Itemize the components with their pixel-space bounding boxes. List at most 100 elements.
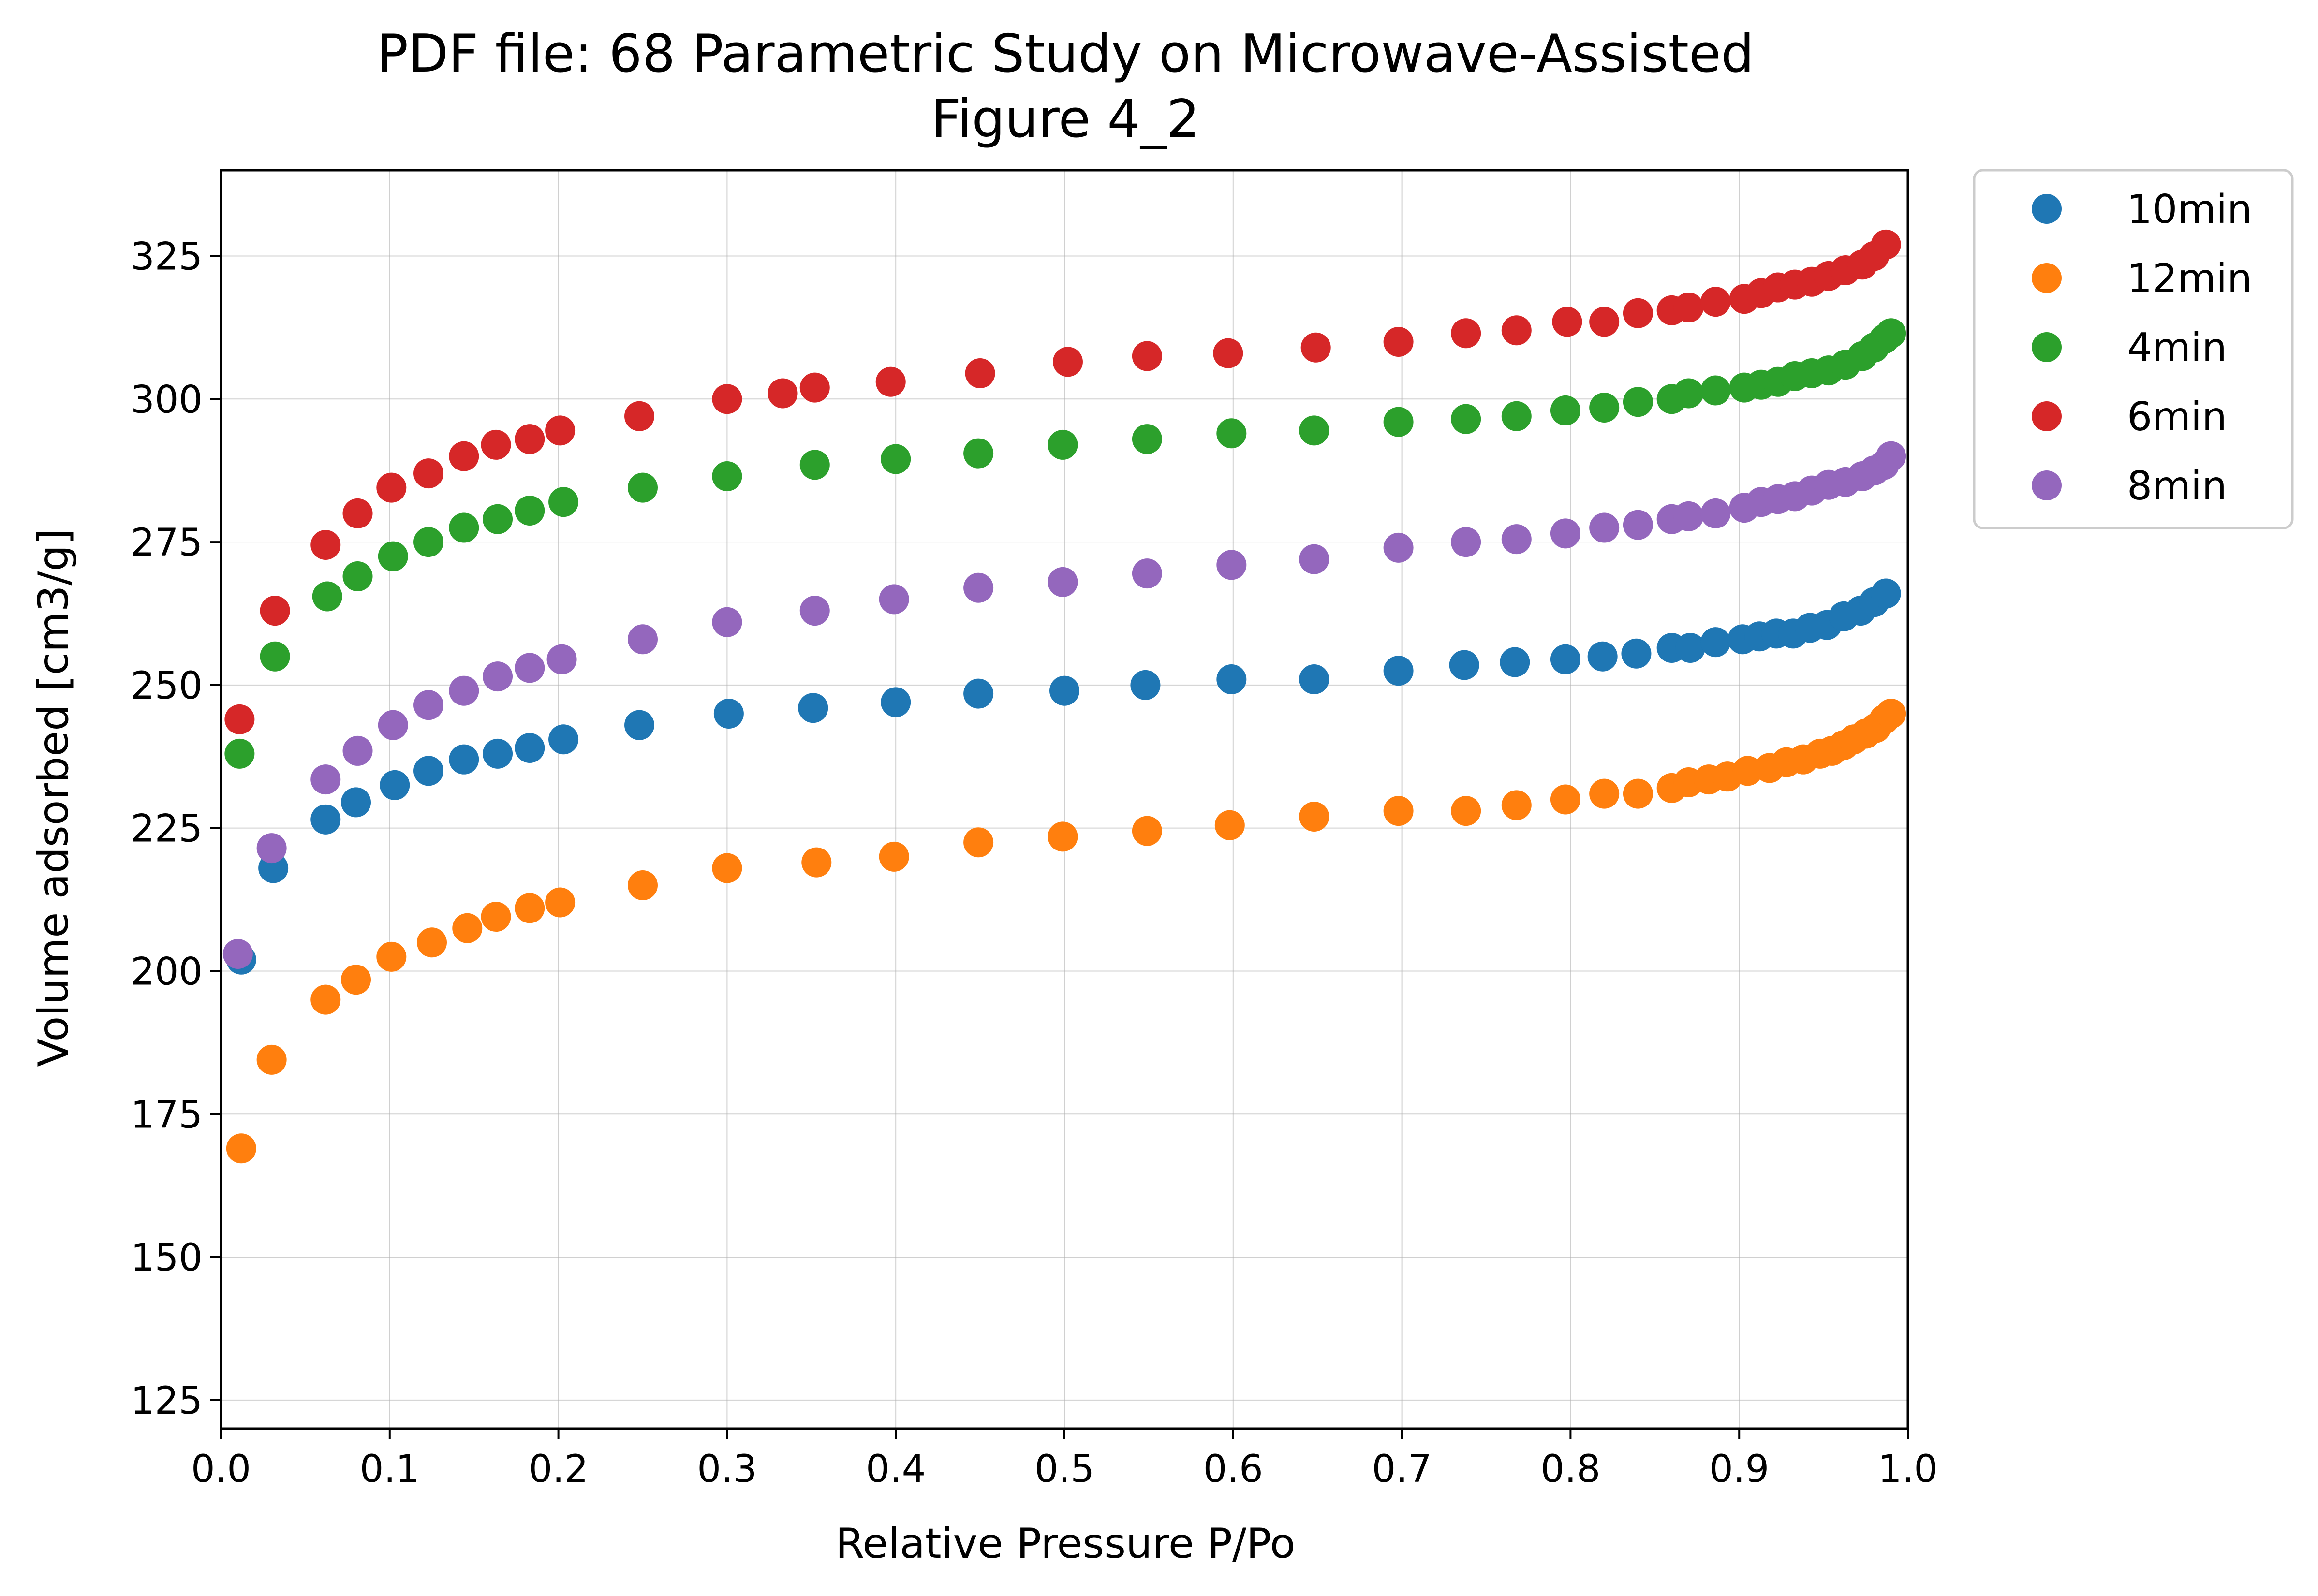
x-tick-label: 1.0 — [1878, 1448, 1938, 1491]
data-point — [1048, 821, 1078, 852]
x-tick-label: 0.6 — [1203, 1448, 1263, 1491]
data-point — [1700, 375, 1731, 406]
data-point — [1383, 407, 1414, 437]
data-point — [449, 512, 479, 543]
data-point — [1501, 315, 1532, 346]
data-point — [341, 787, 371, 818]
chart-title: PDF file: 68 Parametric Study on Microwa… — [377, 24, 1754, 84]
data-point — [1550, 644, 1580, 674]
data-point — [799, 596, 830, 626]
data-point — [1132, 341, 1162, 371]
data-point — [1299, 415, 1329, 446]
data-point — [798, 693, 828, 723]
x-tick-label: 0.3 — [697, 1448, 757, 1491]
data-point — [963, 827, 994, 858]
data-point — [1552, 307, 1582, 337]
data-points — [222, 229, 1906, 1164]
series-8min — [222, 441, 1906, 969]
legend-label-6min: 6min — [2127, 394, 2227, 440]
legend: 10min 12min 4min 6min 8min — [1973, 169, 2294, 529]
y-tick-label: 175 — [131, 1093, 203, 1137]
data-point — [1501, 790, 1532, 820]
legend-label-10min: 10min — [2127, 187, 2252, 233]
x-tick-label: 0.7 — [1372, 1448, 1432, 1491]
series-4min — [224, 318, 1906, 769]
data-point — [1732, 756, 1763, 786]
data-point — [545, 887, 576, 918]
data-point — [226, 1133, 256, 1164]
legend-marker-6min — [2032, 401, 2062, 431]
data-point — [515, 424, 545, 454]
data-point — [1589, 778, 1620, 809]
data-point — [881, 687, 911, 717]
data-point — [1589, 307, 1620, 337]
data-point — [224, 738, 255, 769]
data-point — [1451, 318, 1481, 349]
legend-marker-10min — [2032, 194, 2062, 224]
data-point — [1700, 287, 1731, 317]
data-point — [310, 529, 341, 560]
data-point — [1871, 229, 1901, 260]
data-point — [799, 450, 830, 480]
data-point — [875, 366, 906, 397]
data-point — [1451, 527, 1481, 557]
y-tick-label: 300 — [131, 378, 203, 422]
data-point — [1623, 387, 1653, 417]
data-point — [376, 472, 407, 503]
data-point — [712, 384, 742, 414]
data-point — [624, 710, 655, 740]
data-point — [1299, 801, 1329, 832]
data-point — [548, 724, 579, 755]
x-tick-label: 0.2 — [529, 1448, 589, 1491]
data-point — [799, 372, 830, 403]
data-point — [801, 847, 832, 878]
data-point — [548, 487, 579, 517]
x-tick-label: 0.1 — [360, 1448, 420, 1491]
data-point — [1383, 796, 1414, 826]
data-point — [1501, 524, 1532, 555]
data-point — [1550, 395, 1580, 425]
data-point — [1623, 510, 1653, 540]
data-point — [1876, 441, 1906, 471]
data-point — [879, 841, 909, 872]
y-tick-label: 200 — [131, 950, 203, 994]
data-point — [310, 804, 341, 835]
data-point — [1675, 632, 1706, 663]
data-point — [413, 458, 444, 489]
data-point — [881, 444, 911, 474]
data-point — [1587, 641, 1618, 672]
data-point — [1673, 292, 1704, 322]
data-point — [1623, 298, 1653, 328]
legend-box — [1973, 169, 2294, 529]
data-point — [342, 735, 373, 766]
x-tick-label: 0.4 — [866, 1448, 926, 1491]
data-point — [481, 902, 511, 932]
data-point — [1451, 796, 1481, 826]
data-point — [1383, 656, 1414, 686]
x-tick-label: 0.8 — [1540, 1448, 1600, 1491]
data-point — [1216, 664, 1247, 695]
data-point — [963, 438, 994, 469]
data-point — [1048, 567, 1078, 597]
data-point — [1673, 378, 1704, 409]
data-point — [1449, 650, 1479, 680]
y-tick-label: 275 — [131, 521, 203, 565]
data-point — [222, 938, 253, 969]
data-point — [1216, 418, 1247, 449]
data-point — [1876, 699, 1906, 729]
data-point — [1589, 393, 1620, 423]
legend-label-12min: 12min — [2127, 256, 2252, 302]
data-point — [1132, 424, 1162, 454]
data-point — [1673, 501, 1704, 531]
data-point — [342, 498, 373, 528]
series-12min — [226, 699, 1906, 1164]
data-point — [256, 833, 287, 864]
data-point — [342, 561, 373, 592]
data-point — [413, 527, 444, 557]
data-point — [515, 733, 545, 763]
data-point — [341, 965, 371, 995]
data-point — [1052, 347, 1083, 377]
data-point — [1213, 338, 1243, 368]
